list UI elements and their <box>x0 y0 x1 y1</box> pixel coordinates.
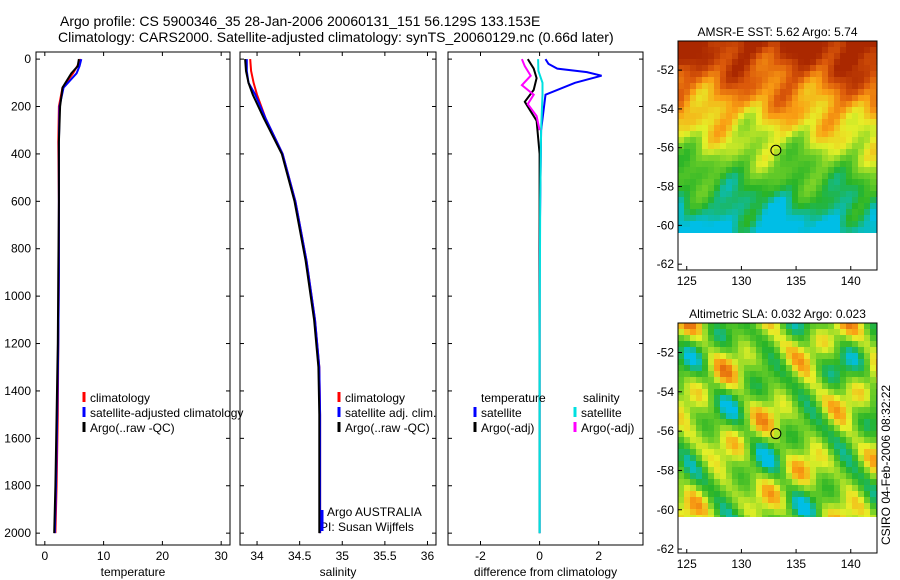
temperature-xtick-label: 20 <box>156 549 170 563</box>
temperature-xtick-label: 0 <box>41 549 48 563</box>
salinity-axis-label: salinity <box>320 565 357 579</box>
sla-map-argo-marker <box>770 428 782 440</box>
legend-entry: salinity <box>583 391 620 405</box>
temperature-axis-label: temperature <box>101 565 166 579</box>
legend-entry: satellite-adjusted climatology <box>90 406 243 420</box>
legend-entry: Argo(-adj) <box>581 421 634 435</box>
temperature-plot-frame <box>35 51 231 546</box>
sla-map-ytick-label: -60 <box>657 503 675 517</box>
depth-tick-label: 1800 <box>4 479 31 493</box>
title-line-2: Climatology: CARS2000. Satellite-adjuste… <box>58 29 614 45</box>
depth-tick-label: 800 <box>11 242 31 256</box>
temperature-series-2 <box>53 58 80 534</box>
difference-xtick-label: -2 <box>475 549 486 563</box>
pi-annotation: PI: Susan Wijffels <box>320 520 414 534</box>
sla-map-frame <box>677 322 878 554</box>
sst-map-ytick-label: -60 <box>657 218 675 232</box>
depth-tick-label: 2000 <box>4 526 31 540</box>
sst-map-xtick-label: 130 <box>731 274 751 288</box>
depth-tick-label: 0 <box>24 52 31 66</box>
sla-map-xtick-label: 140 <box>841 557 861 571</box>
sst-map-ytick-label: -54 <box>657 102 675 116</box>
legend-entry: climatology <box>90 391 150 405</box>
sst-map-xtick-label: 135 <box>786 274 806 288</box>
legend-entry: satellite adj. clim. <box>345 406 436 420</box>
sst-map-xtick-label: 140 <box>841 274 861 288</box>
sst-map-ytick-label: -52 <box>657 63 675 77</box>
depth-tick-label: 400 <box>11 147 31 161</box>
float-annotation: Argo AUSTRALIA <box>327 505 422 519</box>
timestamp-label: CSIRO 04-Feb-2006 08:32:22 <box>879 385 893 545</box>
depth-tick-label: 1000 <box>4 289 31 303</box>
difference-xtick-label: 0 <box>536 549 543 563</box>
temperature-xtick-label: 10 <box>97 549 111 563</box>
legend-entry: satellite <box>581 406 622 420</box>
depth-tick-label: 600 <box>11 194 31 208</box>
temperature-xtick-label: 30 <box>215 549 229 563</box>
legend-entry: temperature <box>481 391 546 405</box>
sst-map-title: AMSR-E SST: 5.62 Argo: 5.74 <box>697 25 857 39</box>
sla-map-xtick-label: 130 <box>731 557 751 571</box>
legend-entry: Argo(-adj) <box>481 421 534 435</box>
sst-map-ytick-label: -56 <box>657 141 675 155</box>
salinity-xtick-label: 36 <box>421 549 435 563</box>
salinity-series-2 <box>244 59 321 534</box>
salinity-xtick-label: 35.5 <box>373 549 397 563</box>
sla-map-ytick-label: -62 <box>657 542 675 556</box>
sla-map-ytick-label: -52 <box>657 345 675 359</box>
sla-map-ytick-label: -58 <box>657 463 675 477</box>
sla-map-ytick-label: -56 <box>657 424 675 438</box>
sst-map-frame <box>677 40 878 271</box>
legend-entry: Argo(..raw -QC) <box>345 421 430 435</box>
sla-map-xtick-label: 135 <box>786 557 806 571</box>
sla-map-title: Altimetric SLA: 0.032 Argo: 0.023 <box>689 307 866 321</box>
difference-axis-label: difference from climatology <box>474 565 617 579</box>
difference-xtick-label: 2 <box>595 549 602 563</box>
legend-entry: Argo(..raw -QC) <box>90 421 175 435</box>
difference-series-2 <box>537 59 544 534</box>
sst-map-ytick-label: -62 <box>657 257 675 271</box>
legend-entry: climatology <box>345 391 405 405</box>
sla-map-field <box>678 323 877 517</box>
depth-tick-label: 1200 <box>4 337 31 351</box>
salinity-xtick-label: 35 <box>336 549 350 563</box>
depth-tick-label: 1600 <box>4 431 31 445</box>
title-line-1: Argo profile: CS 5900346_35 28-Jan-2006 … <box>60 13 541 29</box>
sst-map-field <box>678 41 877 233</box>
sst-map-xtick-label: 125 <box>677 274 697 288</box>
salinity-xtick-label: 34 <box>250 549 264 563</box>
depth-tick-label: 1400 <box>4 384 31 398</box>
legend-entry: satellite <box>481 406 522 420</box>
sst-map-ytick-label: -58 <box>657 180 675 194</box>
sla-map-ytick-label: -54 <box>657 385 675 399</box>
difference-plot-frame <box>447 51 644 546</box>
difference-series-3 <box>520 58 541 131</box>
sst-map-argo-marker <box>770 144 782 156</box>
sla-map-xtick-label: 125 <box>677 557 697 571</box>
salinity-xtick-label: 34.5 <box>288 549 312 563</box>
depth-tick-label: 200 <box>11 100 31 114</box>
